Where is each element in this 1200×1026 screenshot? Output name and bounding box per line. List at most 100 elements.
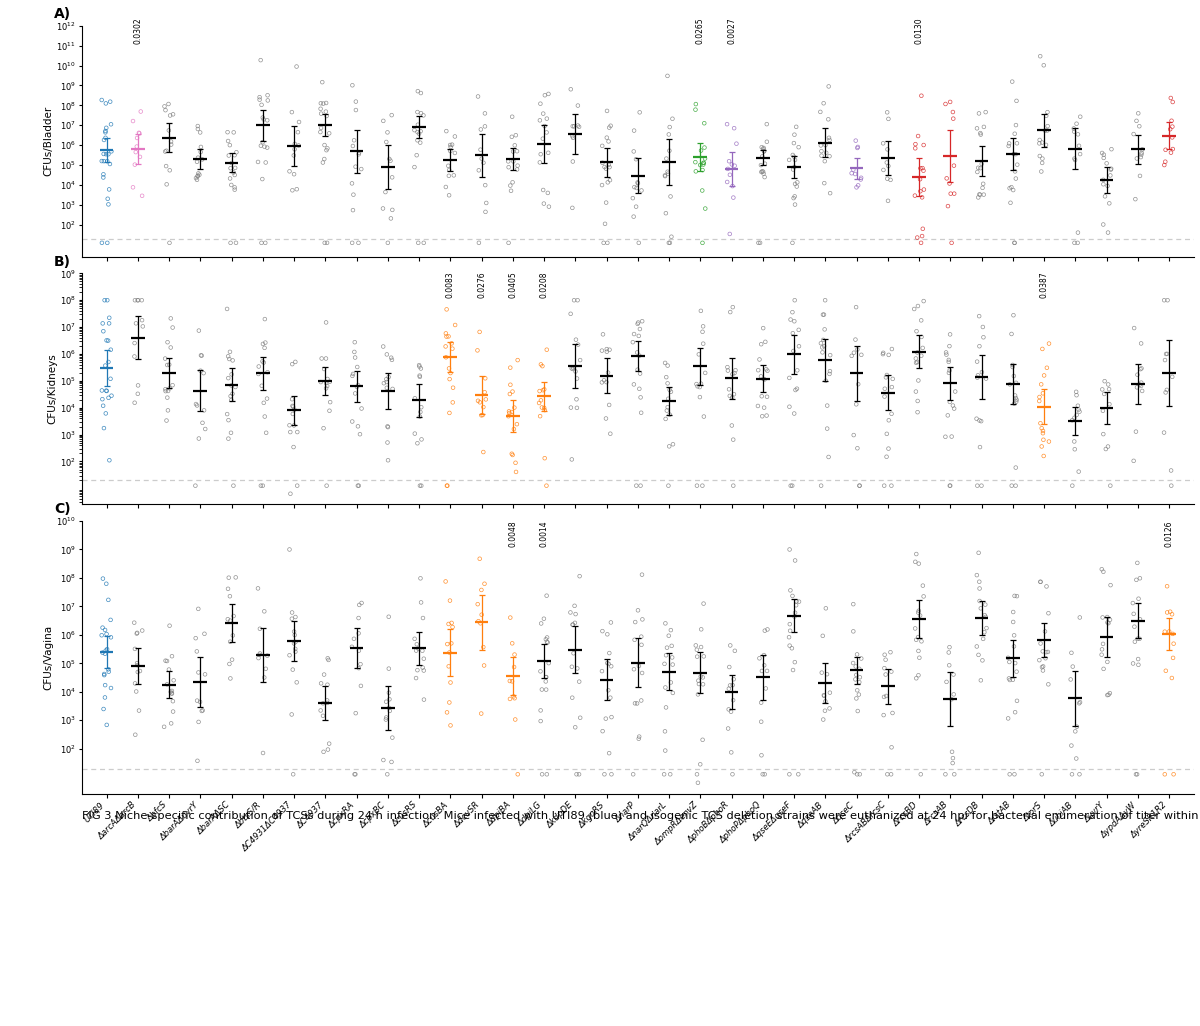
- Point: [407, 147, 426, 163]
- Point: [155, 718, 174, 735]
- Point: [1067, 406, 1086, 423]
- Point: [256, 408, 275, 425]
- Point: [943, 111, 962, 127]
- Point: [874, 707, 893, 723]
- Point: [757, 663, 776, 679]
- Point: [373, 339, 392, 355]
- Point: [785, 292, 804, 309]
- Point: [127, 655, 146, 671]
- Point: [124, 113, 143, 129]
- Point: [1068, 397, 1087, 413]
- Point: [348, 419, 367, 435]
- Point: [906, 141, 925, 157]
- Point: [1007, 374, 1026, 391]
- Point: [725, 386, 744, 402]
- Point: [406, 631, 425, 647]
- Point: [944, 766, 964, 783]
- Point: [533, 130, 552, 147]
- Point: [790, 321, 809, 338]
- Point: [601, 689, 620, 706]
- Point: [439, 187, 458, 203]
- Point: [883, 705, 902, 721]
- Point: [1068, 235, 1087, 251]
- Point: [1031, 48, 1050, 65]
- Point: [1127, 766, 1146, 783]
- Point: [475, 106, 494, 122]
- Point: [529, 395, 548, 411]
- Point: [1037, 579, 1056, 595]
- Point: [1099, 396, 1118, 412]
- Point: [254, 139, 274, 155]
- Point: [503, 404, 522, 421]
- Point: [848, 139, 868, 155]
- Point: [222, 366, 241, 383]
- Point: [344, 766, 364, 783]
- Point: [98, 196, 118, 212]
- Point: [503, 128, 522, 145]
- Point: [346, 766, 365, 783]
- Point: [476, 195, 496, 211]
- Point: [845, 345, 864, 361]
- Point: [317, 477, 336, 494]
- Point: [410, 368, 430, 385]
- Point: [1032, 377, 1051, 393]
- Point: [563, 118, 582, 134]
- Point: [688, 766, 707, 783]
- Point: [664, 436, 683, 452]
- Point: [536, 669, 556, 685]
- Point: [468, 596, 487, 613]
- Point: [974, 329, 994, 346]
- Point: [1129, 657, 1148, 673]
- Point: [1004, 638, 1024, 655]
- Point: [220, 656, 239, 672]
- Point: [812, 143, 832, 159]
- Point: [412, 105, 431, 121]
- Point: [188, 714, 208, 731]
- Point: [193, 151, 212, 167]
- Point: [283, 766, 302, 783]
- Point: [874, 162, 893, 179]
- Point: [598, 174, 617, 191]
- Point: [437, 325, 456, 342]
- Point: [439, 695, 458, 711]
- Point: [913, 578, 932, 594]
- Point: [940, 644, 959, 661]
- Point: [568, 660, 587, 676]
- Point: [530, 383, 550, 399]
- Point: [127, 683, 146, 700]
- Point: [100, 452, 119, 469]
- Point: [971, 160, 990, 176]
- Point: [349, 660, 368, 676]
- Point: [847, 766, 866, 783]
- Point: [875, 389, 894, 405]
- Point: [443, 619, 462, 635]
- Point: [907, 345, 926, 361]
- Text: 0.0027: 0.0027: [727, 17, 736, 43]
- Point: [940, 362, 959, 379]
- Point: [437, 477, 456, 494]
- Point: [1004, 367, 1024, 384]
- Point: [440, 143, 460, 159]
- Point: [720, 153, 739, 169]
- Point: [251, 137, 270, 154]
- Point: [440, 644, 460, 661]
- Point: [469, 162, 488, 179]
- Y-axis label: CFUs/Bladder: CFUs/Bladder: [43, 106, 54, 176]
- Point: [1004, 395, 1024, 411]
- Point: [601, 118, 620, 134]
- Point: [157, 412, 176, 429]
- Point: [1100, 611, 1120, 628]
- Point: [757, 361, 776, 378]
- Point: [98, 191, 118, 207]
- Point: [1004, 588, 1024, 604]
- Point: [721, 744, 740, 760]
- Point: [499, 403, 518, 420]
- Point: [631, 693, 650, 709]
- Point: [162, 648, 181, 665]
- Point: [1031, 574, 1050, 590]
- Point: [626, 477, 646, 494]
- Point: [721, 637, 740, 654]
- Point: [751, 713, 770, 729]
- Point: [1062, 412, 1081, 429]
- Point: [815, 321, 834, 338]
